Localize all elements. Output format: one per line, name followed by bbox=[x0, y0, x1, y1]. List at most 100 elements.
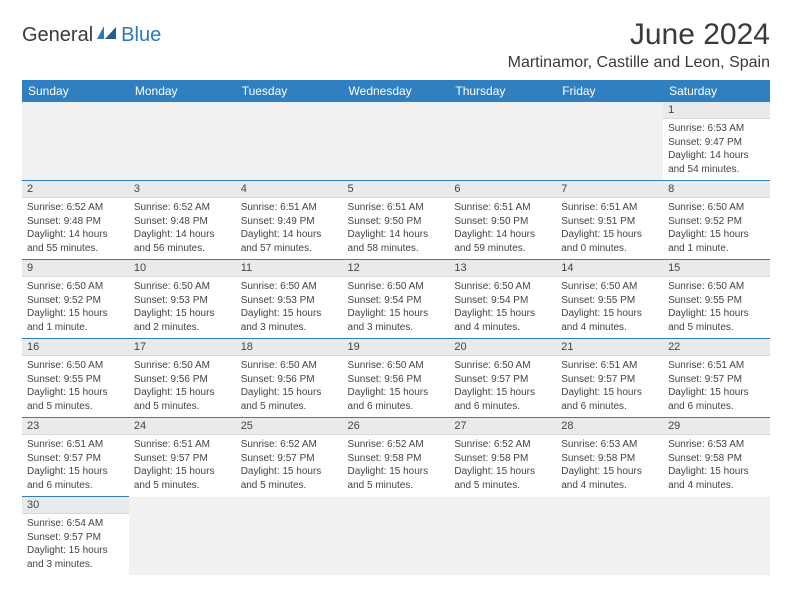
calendar-cell: 18Sunrise: 6:50 AMSunset: 9:56 PMDayligh… bbox=[236, 339, 343, 418]
daylight-text: Daylight: 15 hours and 6 minutes. bbox=[348, 386, 445, 413]
daylight-text: Daylight: 15 hours and 5 minutes. bbox=[348, 465, 445, 492]
day-number: 10 bbox=[129, 260, 236, 277]
day-info: Sunrise: 6:51 AMSunset: 9:49 PMDaylight:… bbox=[236, 198, 343, 259]
calendar-cell: 17Sunrise: 6:50 AMSunset: 9:56 PMDayligh… bbox=[129, 339, 236, 418]
sunset-text: Sunset: 9:58 PM bbox=[668, 452, 765, 466]
sunset-text: Sunset: 9:57 PM bbox=[668, 373, 765, 387]
sunrise-text: Sunrise: 6:52 AM bbox=[241, 438, 338, 452]
calendar-cell: 29Sunrise: 6:53 AMSunset: 9:58 PMDayligh… bbox=[663, 418, 770, 497]
daylight-text: Daylight: 15 hours and 4 minutes. bbox=[561, 307, 658, 334]
calendar-cell-empty bbox=[449, 497, 556, 576]
sunrise-text: Sunrise: 6:52 AM bbox=[134, 201, 231, 215]
sunrise-text: Sunrise: 6:50 AM bbox=[348, 280, 445, 294]
calendar-cell: 24Sunrise: 6:51 AMSunset: 9:57 PMDayligh… bbox=[129, 418, 236, 497]
calendar-cell-empty bbox=[129, 102, 236, 181]
calendar-cell-empty bbox=[343, 102, 450, 181]
weekday-header: Tuesday bbox=[236, 80, 343, 102]
sunset-text: Sunset: 9:58 PM bbox=[348, 452, 445, 466]
calendar-cell: 6Sunrise: 6:51 AMSunset: 9:50 PMDaylight… bbox=[449, 181, 556, 260]
sunset-text: Sunset: 9:48 PM bbox=[134, 215, 231, 229]
calendar-cell: 7Sunrise: 6:51 AMSunset: 9:51 PMDaylight… bbox=[556, 181, 663, 260]
calendar-cell: 11Sunrise: 6:50 AMSunset: 9:53 PMDayligh… bbox=[236, 260, 343, 339]
day-number: 21 bbox=[556, 339, 663, 356]
daylight-text: Daylight: 14 hours and 57 minutes. bbox=[241, 228, 338, 255]
day-info: Sunrise: 6:50 AMSunset: 9:56 PMDaylight:… bbox=[343, 356, 450, 417]
sunrise-text: Sunrise: 6:51 AM bbox=[241, 201, 338, 215]
day-number: 7 bbox=[556, 181, 663, 198]
sunrise-text: Sunrise: 6:51 AM bbox=[561, 359, 658, 373]
calendar-cell: 26Sunrise: 6:52 AMSunset: 9:58 PMDayligh… bbox=[343, 418, 450, 497]
sunrise-text: Sunrise: 6:50 AM bbox=[241, 280, 338, 294]
calendar-cell-empty bbox=[556, 102, 663, 181]
sunset-text: Sunset: 9:56 PM bbox=[134, 373, 231, 387]
calendar-cell: 2Sunrise: 6:52 AMSunset: 9:48 PMDaylight… bbox=[22, 181, 129, 260]
daylight-text: Daylight: 15 hours and 4 minutes. bbox=[454, 307, 551, 334]
sunset-text: Sunset: 9:50 PM bbox=[454, 215, 551, 229]
calendar-cell: 25Sunrise: 6:52 AMSunset: 9:57 PMDayligh… bbox=[236, 418, 343, 497]
day-number: 13 bbox=[449, 260, 556, 277]
daylight-text: Daylight: 15 hours and 1 minute. bbox=[668, 228, 765, 255]
day-number: 26 bbox=[343, 418, 450, 435]
day-number: 27 bbox=[449, 418, 556, 435]
calendar-cell: 22Sunrise: 6:51 AMSunset: 9:57 PMDayligh… bbox=[663, 339, 770, 418]
sunrise-text: Sunrise: 6:50 AM bbox=[561, 280, 658, 294]
day-info: Sunrise: 6:53 AMSunset: 9:47 PMDaylight:… bbox=[663, 119, 770, 180]
calendar-cell: 16Sunrise: 6:50 AMSunset: 9:55 PMDayligh… bbox=[22, 339, 129, 418]
sunrise-text: Sunrise: 6:54 AM bbox=[27, 517, 124, 531]
daylight-text: Daylight: 15 hours and 4 minutes. bbox=[561, 465, 658, 492]
day-info: Sunrise: 6:51 AMSunset: 9:57 PMDaylight:… bbox=[556, 356, 663, 417]
daylight-text: Daylight: 14 hours and 58 minutes. bbox=[348, 228, 445, 255]
sunset-text: Sunset: 9:50 PM bbox=[348, 215, 445, 229]
daylight-text: Daylight: 15 hours and 5 minutes. bbox=[27, 386, 124, 413]
calendar-cell: 21Sunrise: 6:51 AMSunset: 9:57 PMDayligh… bbox=[556, 339, 663, 418]
calendar-week: 9Sunrise: 6:50 AMSunset: 9:52 PMDaylight… bbox=[22, 260, 770, 339]
day-number: 8 bbox=[663, 181, 770, 198]
title-block: June 2024 Martinamor, Castille and Leon,… bbox=[508, 18, 770, 72]
day-info: Sunrise: 6:50 AMSunset: 9:53 PMDaylight:… bbox=[129, 277, 236, 338]
sunrise-text: Sunrise: 6:50 AM bbox=[454, 280, 551, 294]
daylight-text: Daylight: 14 hours and 59 minutes. bbox=[454, 228, 551, 255]
header: General Blue June 2024 Martinamor, Casti… bbox=[22, 18, 770, 72]
day-number: 17 bbox=[129, 339, 236, 356]
sunset-text: Sunset: 9:57 PM bbox=[561, 373, 658, 387]
day-info: Sunrise: 6:50 AMSunset: 9:55 PMDaylight:… bbox=[22, 356, 129, 417]
day-info: Sunrise: 6:50 AMSunset: 9:52 PMDaylight:… bbox=[22, 277, 129, 338]
calendar-cell: 27Sunrise: 6:52 AMSunset: 9:58 PMDayligh… bbox=[449, 418, 556, 497]
daylight-text: Daylight: 14 hours and 54 minutes. bbox=[668, 149, 765, 176]
day-info: Sunrise: 6:52 AMSunset: 9:48 PMDaylight:… bbox=[129, 198, 236, 259]
day-info: Sunrise: 6:51 AMSunset: 9:57 PMDaylight:… bbox=[129, 435, 236, 496]
weekday-header: Monday bbox=[129, 80, 236, 102]
sunrise-text: Sunrise: 6:50 AM bbox=[668, 280, 765, 294]
day-number: 11 bbox=[236, 260, 343, 277]
day-number: 30 bbox=[22, 497, 129, 514]
calendar-cell-empty bbox=[22, 102, 129, 181]
month-title: June 2024 bbox=[508, 18, 770, 52]
calendar-cell: 30Sunrise: 6:54 AMSunset: 9:57 PMDayligh… bbox=[22, 497, 129, 576]
calendar-cell: 15Sunrise: 6:50 AMSunset: 9:55 PMDayligh… bbox=[663, 260, 770, 339]
sunrise-text: Sunrise: 6:50 AM bbox=[454, 359, 551, 373]
daylight-text: Daylight: 15 hours and 2 minutes. bbox=[134, 307, 231, 334]
sunrise-text: Sunrise: 6:50 AM bbox=[27, 280, 124, 294]
sunrise-text: Sunrise: 6:53 AM bbox=[668, 438, 765, 452]
calendar-cell-empty bbox=[343, 497, 450, 576]
calendar-week: 2Sunrise: 6:52 AMSunset: 9:48 PMDaylight… bbox=[22, 181, 770, 260]
flag-icon bbox=[96, 24, 118, 47]
calendar-week: 1Sunrise: 6:53 AMSunset: 9:47 PMDaylight… bbox=[22, 102, 770, 181]
day-info: Sunrise: 6:51 AMSunset: 9:50 PMDaylight:… bbox=[449, 198, 556, 259]
calendar-cell-empty bbox=[663, 497, 770, 576]
logo-text-general: General bbox=[22, 24, 93, 47]
sunrise-text: Sunrise: 6:51 AM bbox=[134, 438, 231, 452]
calendar-cell: 10Sunrise: 6:50 AMSunset: 9:53 PMDayligh… bbox=[129, 260, 236, 339]
day-info: Sunrise: 6:53 AMSunset: 9:58 PMDaylight:… bbox=[556, 435, 663, 496]
calendar-cell-empty bbox=[556, 497, 663, 576]
sunrise-text: Sunrise: 6:53 AM bbox=[561, 438, 658, 452]
sunset-text: Sunset: 9:57 PM bbox=[27, 531, 124, 545]
day-info: Sunrise: 6:54 AMSunset: 9:57 PMDaylight:… bbox=[22, 514, 129, 575]
sunset-text: Sunset: 9:53 PM bbox=[241, 294, 338, 308]
sunset-text: Sunset: 9:52 PM bbox=[27, 294, 124, 308]
day-number: 29 bbox=[663, 418, 770, 435]
daylight-text: Daylight: 15 hours and 3 minutes. bbox=[348, 307, 445, 334]
daylight-text: Daylight: 15 hours and 3 minutes. bbox=[27, 544, 124, 571]
calendar-cell: 28Sunrise: 6:53 AMSunset: 9:58 PMDayligh… bbox=[556, 418, 663, 497]
calendar-body: 1Sunrise: 6:53 AMSunset: 9:47 PMDaylight… bbox=[22, 102, 770, 575]
